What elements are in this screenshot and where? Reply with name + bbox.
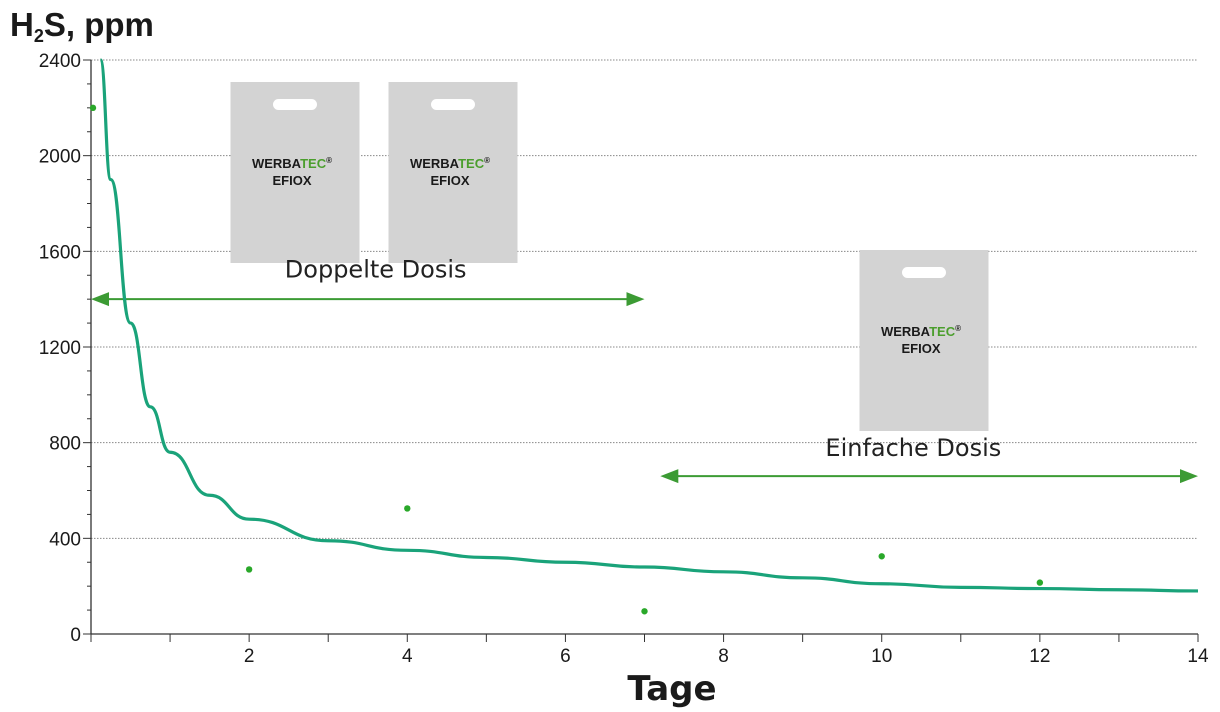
dose-arrows: Doppelte Dosis Einfache Dosis — [91, 256, 1198, 484]
bag-body — [230, 82, 360, 263]
x-tick-label: 6 — [560, 646, 571, 667]
y-tick-label: 2400 — [39, 51, 81, 72]
x-tick-label: 14 — [1187, 646, 1209, 667]
bag-brand: WERBATEC® — [881, 324, 961, 339]
dose-label: Einfache Dosis — [825, 434, 1001, 462]
y-axis-title: H2S, ppm — [10, 6, 154, 46]
bag-product-name: EFIOX — [430, 173, 469, 188]
data-point — [1036, 579, 1044, 586]
dose-label: Doppelte Dosis — [285, 256, 467, 284]
y-tick-label: 2000 — [39, 147, 81, 168]
y-tick-label: 800 — [49, 434, 81, 455]
bag-double-2: WERBATEC® EFIOX — [388, 82, 518, 263]
bag-body — [859, 250, 989, 431]
bag-handle — [431, 99, 475, 110]
arrow-head-right — [626, 292, 645, 307]
y-tick-label: 0 — [70, 625, 81, 646]
x-tick-label: 8 — [718, 646, 729, 667]
arrow-head-right — [1180, 469, 1198, 484]
bag-handle — [273, 99, 317, 110]
y-tick-label: 1200 — [39, 338, 81, 359]
x-tick-label: 12 — [1029, 646, 1050, 667]
data-point — [878, 553, 885, 560]
bag-handle — [902, 267, 946, 278]
x-tick-label: 2 — [244, 646, 255, 667]
series — [89, 58, 1199, 615]
arrow-head-left — [91, 292, 109, 307]
bag-body — [388, 82, 518, 263]
bag-single: WERBATEC® EFIOX — [859, 250, 989, 431]
bag-double-1: WERBATEC® EFIOX — [230, 82, 360, 263]
axes: 0 400 800 1200 1600 2000 2400 2 4 6 8 10 12 14 — [39, 51, 1209, 667]
bag-brand: WERBATEC® — [410, 156, 490, 171]
bag-brand: WERBATEC® — [252, 156, 332, 171]
y-tick-label: 1600 — [39, 242, 81, 263]
arrow-head-left — [660, 469, 679, 484]
product-bags: WERBATEC® EFIOX WERBATEC® EFIOX WERBATEC® EFI… — [230, 82, 989, 431]
data-point — [404, 505, 411, 512]
x-axis-title: Tage — [627, 669, 716, 709]
y-tick-label: 400 — [49, 529, 81, 550]
data-point — [641, 608, 648, 615]
data-point — [89, 104, 97, 112]
dose-arrow-1: Doppelte Dosis — [91, 256, 645, 307]
trend-curve — [98, 58, 1199, 593]
bag-product-name: EFIOX — [901, 341, 940, 356]
data-point — [245, 566, 253, 573]
bag-product-name: EFIOX — [272, 173, 311, 188]
x-tick-label: 4 — [402, 646, 413, 667]
x-tick-label: 10 — [871, 646, 892, 667]
dose-arrow-2: Einfache Dosis — [660, 434, 1198, 484]
